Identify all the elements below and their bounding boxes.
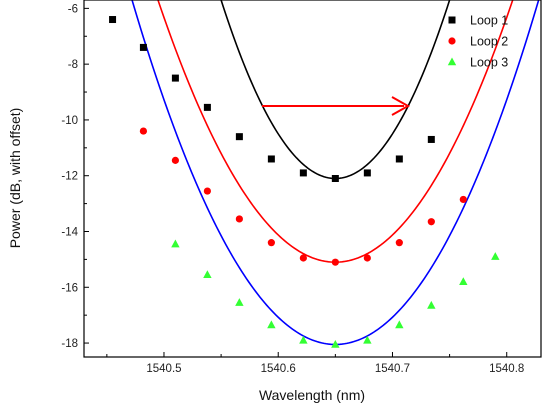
legend-marker-3 (447, 57, 457, 66)
data-point-series-2 (299, 254, 307, 262)
legend: Loop 1 Loop 2 Loop 3 (447, 14, 508, 70)
x-tick-label: 1540.6 (261, 363, 296, 375)
data-point-series-1 (267, 155, 275, 163)
x-tick-label: 1540.8 (489, 363, 524, 375)
data-point-series-3 (203, 270, 212, 279)
data-point-series-3 (299, 335, 308, 344)
shift-arrow-head (391, 96, 411, 116)
data-point-series-3 (331, 339, 340, 348)
data-point-series-3 (395, 320, 404, 329)
data-point-series-2 (171, 156, 179, 164)
data-point-series-1 (203, 103, 211, 111)
y-tick-label: -6 (68, 3, 78, 15)
data-point-series-2 (459, 195, 467, 204)
y-tick-label: -18 (61, 338, 78, 350)
data-point-series-2 (235, 215, 243, 223)
data-point-series-3 (491, 252, 500, 260)
y-tick-label: -12 (61, 171, 78, 183)
legend-label-1: Loop 1 (470, 14, 508, 28)
data-point-series-2 (139, 127, 148, 135)
data-point-series-3 (363, 335, 372, 344)
data-point-series-3 (267, 320, 276, 329)
y-tick-label: -16 (61, 282, 78, 294)
plot-frame (83, 0, 542, 358)
data-point-series-2 (203, 187, 211, 195)
data-point-series-3 (459, 277, 468, 285)
data-point-series-2 (395, 239, 403, 247)
data-point-series-1 (427, 135, 435, 143)
x-axis-title: Wavelength (nm) (259, 387, 365, 403)
data-point-series-1 (331, 175, 339, 182)
data-point-series-1 (171, 74, 179, 82)
data-point-series-2 (363, 254, 371, 262)
data-point-series-3 (171, 239, 180, 248)
series-line-1 (220, 0, 451, 180)
data-point-series-1 (235, 133, 243, 141)
data-point-series-2 (267, 239, 275, 247)
data-point-series-1 (299, 169, 307, 177)
legend-label-3: Loop 3 (470, 56, 508, 70)
data-point-series-2 (427, 218, 435, 226)
y-tick-label: -8 (68, 59, 78, 71)
series-line-2 (157, 0, 514, 263)
legend-marker-2 (448, 37, 456, 45)
series-line-3 (131, 0, 540, 346)
shift-arrow (262, 96, 411, 116)
y-axis-title: Power (dB, with offset) (7, 108, 23, 249)
data-point-series-3 (427, 300, 436, 309)
data-point-series-3 (235, 298, 244, 306)
y-tick-label: -10 (61, 115, 78, 127)
y-tick-label: -14 (61, 226, 78, 238)
data-point-series-1 (395, 155, 403, 163)
data-point-series-1 (363, 169, 371, 177)
data-point-series-1 (139, 43, 147, 51)
data-point-series-2 (331, 258, 339, 266)
x-tick-label: 1540.7 (375, 363, 410, 375)
x-tick-label: 1540.5 (146, 363, 181, 375)
data-point-series-1 (109, 16, 117, 24)
legend-label-2: Loop 2 (470, 35, 508, 49)
legend-marker-1 (448, 16, 456, 24)
